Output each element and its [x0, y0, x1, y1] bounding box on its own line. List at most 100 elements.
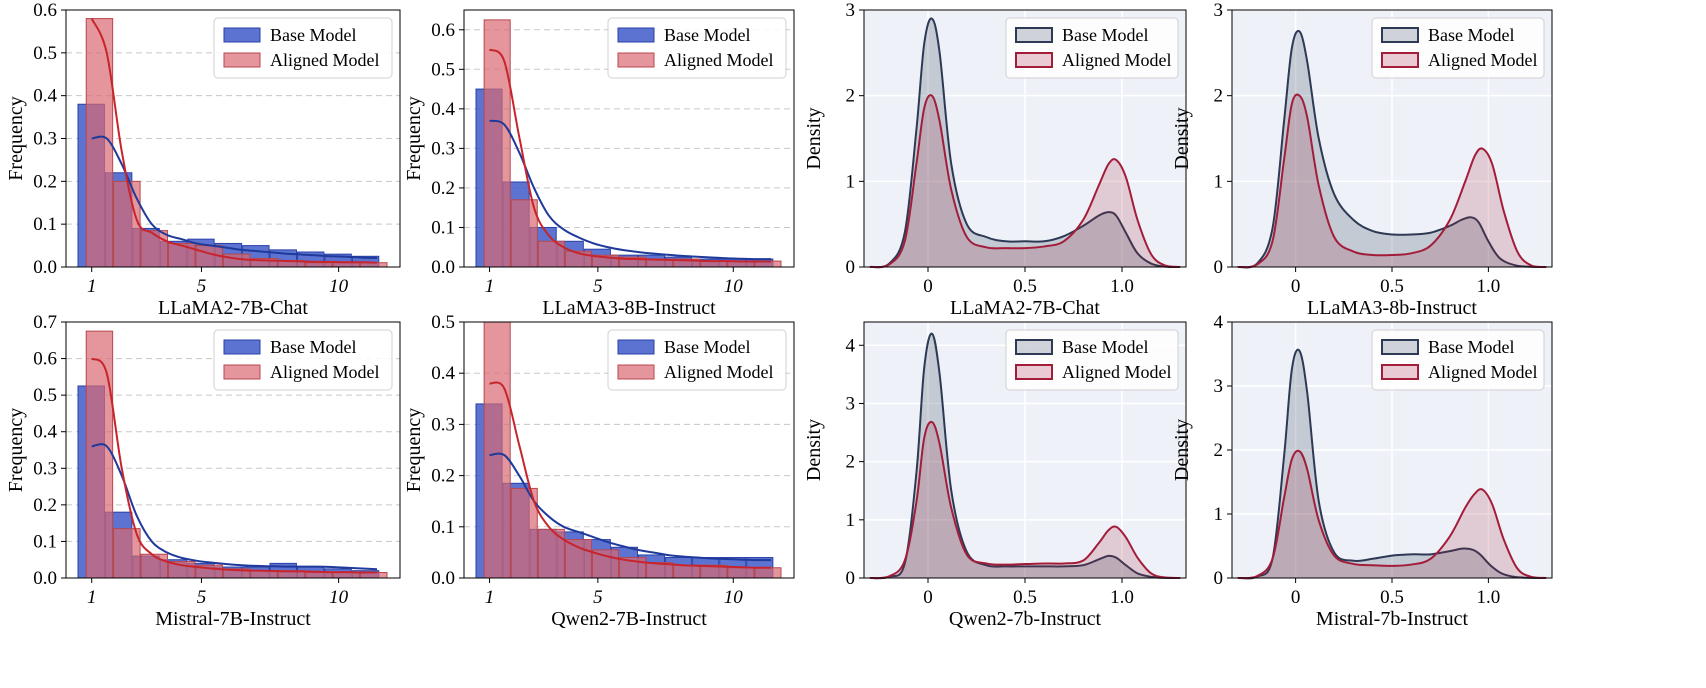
plot-frame: [863, 321, 1187, 579]
y-axis-label: Frequency: [403, 408, 425, 492]
aligned-bar: [85, 330, 114, 579]
plot-frame: [65, 9, 401, 268]
y-tick-label: 0.4: [431, 363, 455, 384]
y-tick-label: 0.6: [33, 0, 57, 21]
legend-label-base: Base Model: [270, 25, 356, 45]
y-tick-label: 0.1: [431, 517, 455, 538]
y-tick-label: 2: [846, 452, 856, 473]
x-tick-label: 1: [87, 276, 97, 297]
legend-swatch-base: [1381, 27, 1419, 43]
y-tick-label: 0.0: [431, 568, 455, 589]
x-tick-label: 0.5: [1380, 276, 1404, 297]
aligned-bar: [305, 572, 333, 579]
y-tick-label: 0.3: [33, 458, 57, 479]
y-tick-label: 0.5: [431, 59, 455, 80]
aligned-bar: [168, 242, 196, 268]
y-tick-label: 1: [1214, 504, 1224, 525]
legend-swatch-aligned: [1015, 52, 1053, 68]
legend-box: [1005, 329, 1179, 391]
legend-label-aligned: Aligned Model: [270, 50, 380, 70]
legend-label-base: Base Model: [1428, 337, 1514, 357]
y-axis-label: Density: [803, 107, 825, 169]
plot-frame: [1231, 9, 1553, 268]
x-tick-label: 10: [329, 587, 349, 608]
y-tick-label: 0.2: [33, 495, 57, 516]
aligned-curve: [489, 381, 772, 569]
aligned-curve: [488, 48, 772, 263]
y-tick-label: 2: [1214, 440, 1224, 461]
chart-panel-4: 0 0.5 1.0 0 1 2 3 LLaMA3-8b-Instruct Density Base…: [1171, 0, 1553, 319]
y-tick-label: 0.0: [33, 257, 57, 278]
aligned-bar: [113, 528, 141, 579]
chart-panel-6: 0.0 0.1 0.2 0.3 0.4 0.5 1 5 10 Qwen2-7B-Instruct F…: [403, 312, 795, 630]
x-axis-label: LLaMA3-8B-Instruct: [542, 297, 716, 319]
x-tick-label: 5: [197, 587, 207, 608]
legend-label-base: Base Model: [1062, 337, 1148, 357]
chart-panel-2: 0.0 0.1 0.2 0.3 0.4 0.5 0.6 1 5 10 LLaMA3-8B-Instr…: [403, 9, 795, 319]
y-tick-label: 1: [1214, 171, 1224, 192]
y-tick-label: 3: [1214, 376, 1224, 397]
legend-label-base: Base Model: [664, 25, 750, 45]
legend-swatch-base: [1015, 339, 1053, 355]
x-tick-label: 1.0: [1477, 276, 1501, 297]
base-curve: [91, 443, 378, 571]
y-axis-label: Frequency: [5, 96, 27, 180]
chart-panel-3: 0 0.5 1.0 0 1 2 3 LLaMA2-7B-Chat Density Base Mod…: [803, 0, 1187, 319]
y-axis-label: Frequency: [403, 96, 425, 180]
base-density-line: [869, 17, 1181, 269]
y-tick-label: 0.3: [33, 129, 57, 150]
chart-panel-5: 0.0 0.1 0.2 0.3 0.4 0.5 0.6 0.7 1 5 10 Mistral-7B-I…: [5, 312, 401, 630]
x-axis-label: LLaMA3-8b-Instruct: [1307, 297, 1477, 319]
aligned-bar: [510, 199, 538, 268]
y-axis-label: Density: [1171, 419, 1193, 481]
x-tick-label: 0: [1291, 587, 1301, 608]
base-density-line: [1237, 29, 1547, 269]
y-tick-label: 0.6: [431, 20, 455, 41]
legend-swatch-aligned: [1381, 52, 1419, 68]
aligned-bar: [140, 230, 169, 268]
legend-swatch-base: [617, 339, 655, 355]
aligned-bar: [673, 564, 701, 579]
base-area: [869, 333, 1181, 579]
x-axis-label: Mistral-7B-Instruct: [155, 608, 311, 630]
x-tick-label: 0: [923, 587, 933, 608]
y-tick-label: 0: [1214, 568, 1224, 589]
x-tick-label: 0: [1291, 276, 1301, 297]
y-tick-label: 0: [846, 568, 856, 589]
legend-label-aligned: Aligned Model: [270, 362, 380, 382]
base-area: [1237, 349, 1547, 579]
aligned-density-line: [869, 94, 1181, 269]
legend-swatch-base: [617, 27, 655, 43]
base-curve: [489, 119, 772, 261]
x-tick-label: 10: [329, 276, 349, 297]
chart-panel-1: 0.0 0.1 0.2 0.3 0.4 0.5 0.6 1 5 10 LLaMA2-7B-Chat F…: [5, 0, 401, 319]
legend-box: [1371, 329, 1545, 391]
y-tick-label: 0.5: [431, 312, 455, 333]
x-tick-label: 1.0: [1477, 587, 1501, 608]
legend-label-aligned: Aligned Model: [1428, 50, 1538, 70]
aligned-bar: [727, 567, 755, 579]
x-tick-label: 0.5: [1380, 587, 1404, 608]
legend-label-base: Base Model: [1062, 25, 1148, 45]
y-tick-label: 0.3: [431, 414, 455, 435]
y-axis-label: Density: [1171, 107, 1193, 169]
y-tick-label: 4: [1214, 312, 1224, 333]
y-tick-label: 0.1: [431, 217, 455, 238]
x-tick-label: 5: [197, 276, 207, 297]
x-tick-label: 5: [593, 276, 603, 297]
aligned-bar: [754, 567, 782, 579]
aligned-bar: [564, 539, 592, 579]
legend-label-aligned: Aligned Model: [664, 50, 774, 70]
aligned-density-line: [1237, 93, 1547, 269]
y-tick-label: 3: [846, 0, 856, 21]
chart-panel-8: 0 0.5 1.0 0 1 2 3 4 Mistral-7b-Instruct Density Ba…: [1171, 312, 1553, 630]
y-tick-label: 3: [846, 393, 856, 414]
aligned-bar: [483, 19, 511, 268]
legend-label-aligned: Aligned Model: [1428, 362, 1538, 382]
aligned-bar: [305, 262, 333, 268]
y-tick-label: 0.0: [431, 257, 455, 278]
y-tick-label: 1: [846, 510, 856, 531]
y-tick-label: 0.7: [33, 312, 57, 333]
y-tick-label: 0.4: [33, 422, 57, 443]
